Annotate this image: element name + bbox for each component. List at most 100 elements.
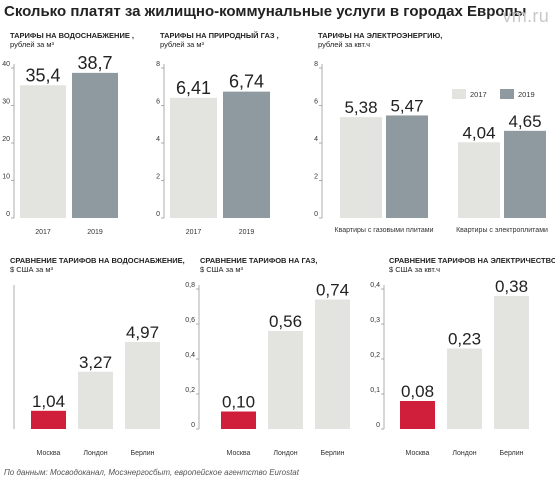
value-label: 0,10 bbox=[222, 393, 255, 412]
value-label: 5,38 bbox=[344, 98, 377, 117]
legend-label-2019: 2019 bbox=[518, 90, 535, 99]
site-logo[interactable]: vm.ru bbox=[502, 6, 549, 26]
gas-rub-chart: 0 2 4 6 8 6,41 2017 6,74 2019 bbox=[156, 61, 270, 236]
panel-title-text: СРАВНЕНИЕ ТАРИФОВ НА ВОДОСНАБЖЕНИЕ, bbox=[10, 256, 185, 265]
y-tick-label: 6 bbox=[314, 99, 318, 106]
x-tick-label: 2019 bbox=[87, 229, 103, 236]
y-tick-label: 4 bbox=[314, 136, 318, 143]
value-label: 6,41 bbox=[176, 78, 211, 98]
y-tick-label: 20 bbox=[2, 136, 10, 143]
panel-title-text: СРАВНЕНИЕ ТАРИФОВ НА ГАЗ, bbox=[200, 256, 318, 265]
bar bbox=[386, 115, 428, 218]
y-tick-label: 0 bbox=[6, 211, 10, 218]
bar bbox=[125, 342, 160, 429]
y-tick-label: 0,2 bbox=[370, 352, 380, 359]
x-tick-label: Квартиры с электроплитами bbox=[456, 227, 548, 234]
electricity-rub-chart: 0 2 4 6 8 5,38 5,47 Квартиры с газовыми плитами… bbox=[314, 61, 548, 234]
value-label: 38,7 bbox=[77, 53, 112, 73]
bar bbox=[447, 348, 482, 429]
panel-title-water-usd: СРАВНЕНИЕ ТАРИФОВ НА ВОДОСНАБЖЕНИЕ, $ СШ… bbox=[10, 256, 185, 274]
value-label: 0,56 bbox=[269, 312, 302, 331]
value-label: 0,23 bbox=[448, 330, 481, 349]
legend-swatch-2017 bbox=[452, 89, 466, 99]
bar bbox=[494, 296, 529, 429]
x-tick-label: Лондон bbox=[452, 450, 476, 457]
bar bbox=[458, 142, 500, 218]
y-tick-label: 8 bbox=[314, 61, 318, 68]
x-tick-label: 2017 bbox=[35, 229, 51, 236]
bar bbox=[315, 299, 350, 429]
bar bbox=[78, 371, 113, 429]
y-tick-label: 2 bbox=[314, 174, 318, 181]
panel-title-electricity-rub: ТАРИФЫ НА ЭЛЕКТРОЭНЕРГИЮ, рублей за квт.… bbox=[318, 31, 442, 49]
bar bbox=[340, 117, 382, 218]
x-tick-label: Лондон bbox=[83, 450, 107, 457]
value-label: 4,04 bbox=[462, 123, 495, 142]
bar bbox=[400, 401, 435, 429]
x-tick-label: 2017 bbox=[186, 229, 202, 236]
y-tick-label: 0 bbox=[314, 211, 318, 218]
y-tick-label: 0 bbox=[156, 211, 160, 218]
water-rub-chart: 0 10 20 30 40 35,4 2017 38,7 2019 bbox=[2, 53, 118, 236]
value-label: 35,4 bbox=[25, 65, 60, 85]
y-tick-label: 4 bbox=[156, 136, 160, 143]
panel-unit-text: $ США за м³ bbox=[10, 265, 53, 274]
y-tick-label: 2 bbox=[156, 174, 160, 181]
y-tick-label: 0,3 bbox=[370, 317, 380, 324]
panel-title-water-rub: ТАРИФЫ НА ВОДОСНАБЖЕНИЕ , рублей за м³ bbox=[10, 31, 134, 49]
panel-title-gas-rub: ТАРИФЫ НА ПРИРОДНЫЙ ГАЗ , рублей за м³ bbox=[160, 31, 279, 49]
value-label: 4,65 bbox=[508, 112, 541, 131]
value-label: 5,47 bbox=[390, 96, 423, 115]
y-tick-label: 8 bbox=[156, 61, 160, 68]
x-tick-label: Берлин bbox=[320, 450, 344, 457]
y-tick-label: 0 bbox=[376, 422, 380, 429]
y-tick-label: 0,1 bbox=[370, 387, 380, 394]
value-label: 0,74 bbox=[316, 281, 349, 300]
x-tick-label: Берлин bbox=[499, 450, 523, 457]
y-tick-label: 30 bbox=[2, 99, 10, 106]
gas-usd-chart: 0 0,2 0,4 0,6 0,8 0,10 Москва 0,56 Лондон 0,74 Бер… bbox=[185, 281, 350, 457]
panel-title-text: ТАРИФЫ НА ПРИРОДНЫЙ ГАЗ , bbox=[160, 31, 279, 40]
y-tick-label: 0,8 bbox=[185, 282, 195, 289]
panel-unit-text: рублей за м³ bbox=[160, 40, 205, 49]
y-tick-label: 6 bbox=[156, 99, 160, 106]
value-label: 3,27 bbox=[79, 353, 112, 372]
y-tick-label: 40 bbox=[2, 61, 10, 68]
panel-title-text: СРАВНЕНИЕ ТАРИФОВ НА ЭЛЕКТРИЧЕСТВО, bbox=[389, 256, 555, 265]
y-tick-label: 0,4 bbox=[370, 282, 380, 289]
source-note: По данным: Мосводоканал, Мосэнергосбыт, … bbox=[4, 468, 299, 477]
panel-title-gas-usd: СРАВНЕНИЕ ТАРИФОВ НА ГАЗ, $ США за м³ bbox=[200, 256, 317, 274]
panel-unit-text: рублей за квт.ч bbox=[318, 40, 371, 49]
x-tick-label: Лондон bbox=[273, 450, 297, 457]
y-tick-label: 0 bbox=[191, 422, 195, 429]
water-usd-chart: 1,04 Москва 3,27 Лондон 4,97 Берлин bbox=[13, 285, 160, 457]
bar bbox=[31, 410, 66, 429]
bar bbox=[504, 130, 546, 218]
value-label: 0,38 bbox=[495, 277, 528, 296]
bar bbox=[72, 72, 118, 218]
x-tick-label: 2019 bbox=[239, 229, 255, 236]
value-label: 0,08 bbox=[401, 382, 434, 401]
x-tick-label: Москва bbox=[37, 450, 61, 457]
bar bbox=[223, 91, 270, 218]
value-label: 1,04 bbox=[32, 392, 65, 411]
panel-title-text: ТАРИФЫ НА ВОДОСНАБЖЕНИЕ , bbox=[10, 31, 135, 40]
value-label: 6,74 bbox=[229, 72, 264, 92]
panel-unit-text: $ США за м³ bbox=[200, 265, 243, 274]
x-tick-label: Москва bbox=[406, 450, 430, 457]
bar bbox=[268, 331, 303, 429]
bar bbox=[221, 411, 256, 429]
legend-swatch-2019 bbox=[500, 89, 514, 99]
x-tick-label: Москва bbox=[227, 450, 251, 457]
value-label: 4,97 bbox=[126, 323, 159, 342]
x-tick-label: Берлин bbox=[130, 450, 154, 457]
y-tick-label: 0,6 bbox=[185, 317, 195, 324]
y-tick-label: 0,4 bbox=[185, 352, 195, 359]
electricity-usd-chart: 0 0,1 0,2 0,3 0,4 0,08 Москва 0,23 Лондон 0,38 Бер… bbox=[370, 277, 529, 457]
bar bbox=[170, 97, 217, 218]
y-tick-label: 0,2 bbox=[185, 387, 195, 394]
panel-title-electricity-usd: СРАВНЕНИЕ ТАРИФОВ НА ЭЛЕКТРИЧЕСТВО, $ СШ… bbox=[389, 256, 555, 274]
bar bbox=[20, 85, 66, 218]
panel-unit-text: $ США за квт.ч bbox=[389, 265, 441, 274]
